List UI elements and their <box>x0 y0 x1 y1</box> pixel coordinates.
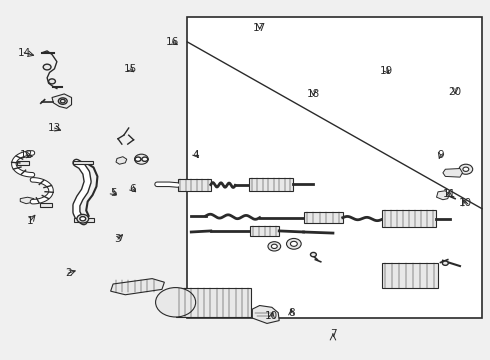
Bar <box>382 211 436 226</box>
Text: 20: 20 <box>448 87 462 97</box>
Text: 3: 3 <box>115 234 121 244</box>
Text: 13: 13 <box>48 123 61 133</box>
Circle shape <box>463 167 469 171</box>
Text: 7: 7 <box>330 329 336 339</box>
Text: 12: 12 <box>20 150 33 160</box>
Text: 18: 18 <box>307 89 320 99</box>
Bar <box>175 288 251 317</box>
Polygon shape <box>20 197 34 204</box>
Bar <box>382 263 438 288</box>
Text: 10: 10 <box>458 198 471 208</box>
Text: 16: 16 <box>166 37 179 47</box>
Text: 1: 1 <box>26 216 33 226</box>
Circle shape <box>311 252 317 257</box>
Polygon shape <box>116 157 127 164</box>
Circle shape <box>80 217 86 221</box>
Bar <box>187 17 482 318</box>
Circle shape <box>459 164 473 174</box>
Circle shape <box>287 238 301 249</box>
Circle shape <box>49 79 55 84</box>
Text: 4: 4 <box>193 150 199 160</box>
Text: 10: 10 <box>265 311 278 321</box>
Circle shape <box>43 64 51 70</box>
Bar <box>250 226 279 235</box>
Circle shape <box>77 215 89 223</box>
Circle shape <box>271 244 277 248</box>
Polygon shape <box>443 168 463 177</box>
Bar <box>73 161 93 164</box>
Text: 11: 11 <box>442 189 456 199</box>
Circle shape <box>291 241 297 246</box>
Text: 14: 14 <box>18 48 31 58</box>
Text: 5: 5 <box>110 188 117 198</box>
Polygon shape <box>437 191 449 200</box>
Circle shape <box>135 157 141 161</box>
Circle shape <box>156 288 196 317</box>
Text: 8: 8 <box>288 308 294 318</box>
Text: 17: 17 <box>253 23 266 33</box>
Text: 19: 19 <box>380 66 393 76</box>
Text: 9: 9 <box>437 150 444 160</box>
Circle shape <box>135 154 148 164</box>
Polygon shape <box>252 306 279 323</box>
Bar <box>40 203 52 207</box>
Bar <box>304 212 343 223</box>
Bar <box>74 219 94 222</box>
Polygon shape <box>111 279 164 295</box>
Bar <box>249 178 293 191</box>
Bar <box>177 179 211 191</box>
Text: 2: 2 <box>65 268 72 278</box>
Circle shape <box>58 98 67 104</box>
Circle shape <box>442 261 448 265</box>
Text: 15: 15 <box>123 64 137 74</box>
Text: 6: 6 <box>129 184 136 194</box>
Circle shape <box>268 242 281 251</box>
Circle shape <box>142 157 148 161</box>
Circle shape <box>60 99 65 103</box>
Polygon shape <box>52 94 72 108</box>
Bar <box>17 161 29 165</box>
